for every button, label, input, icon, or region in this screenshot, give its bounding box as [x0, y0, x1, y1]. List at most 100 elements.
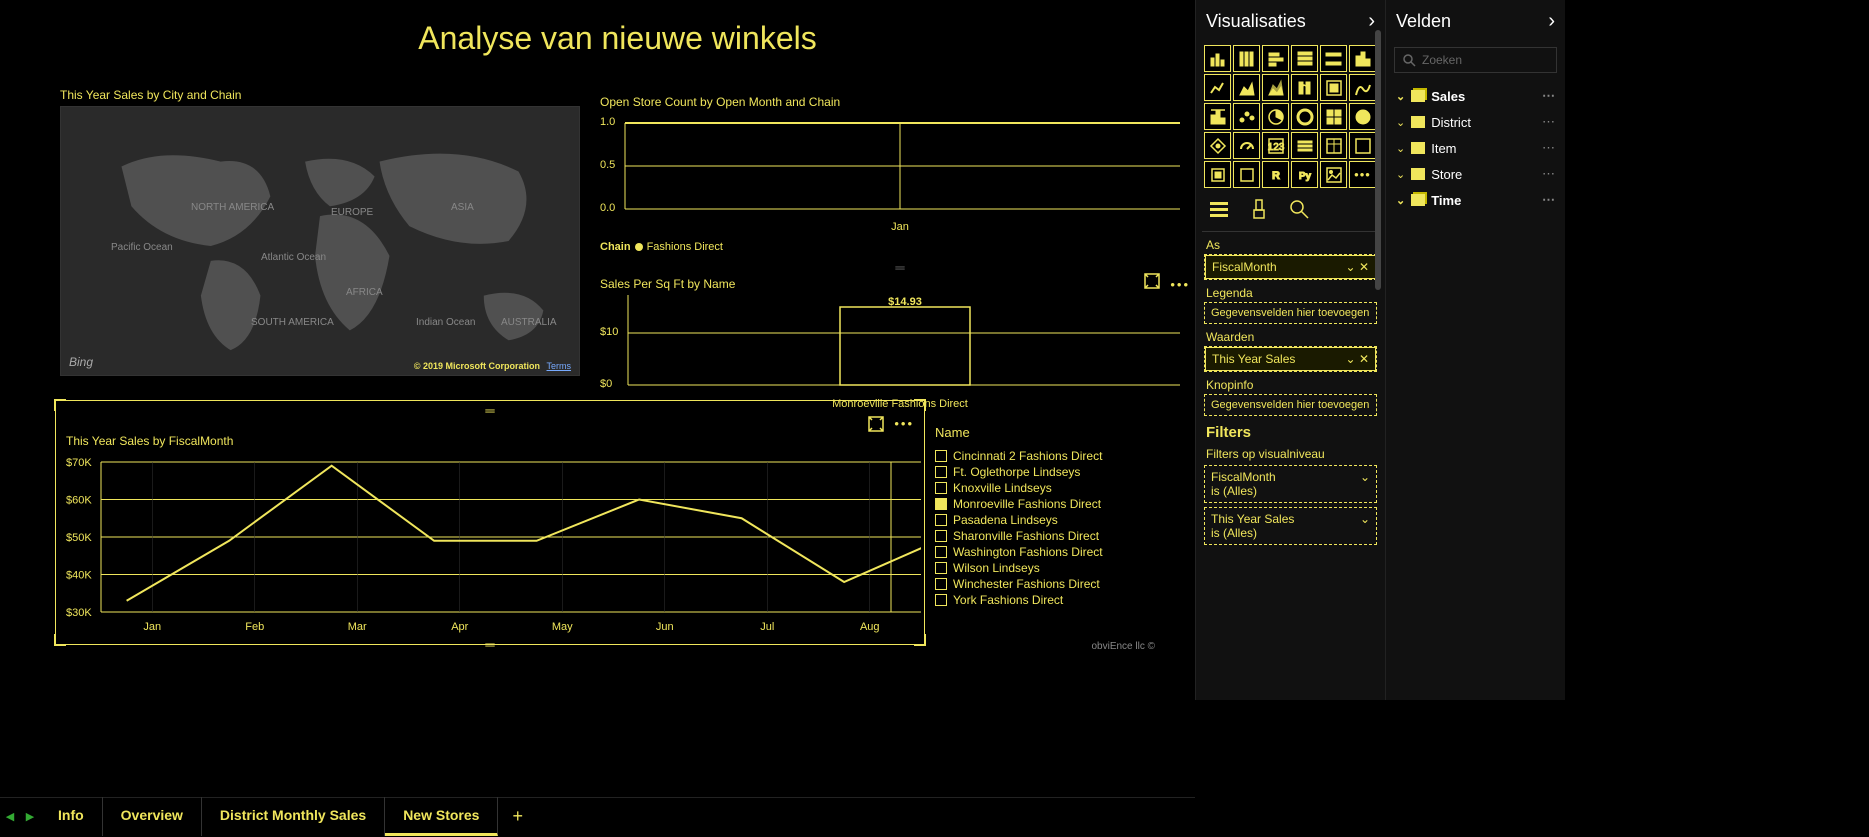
- chevron-down-icon[interactable]: ⌄: [1360, 512, 1370, 540]
- analytics-tab-icon[interactable]: [1288, 198, 1310, 223]
- drag-handle-icon[interactable]: ═: [56, 403, 924, 418]
- tab-prev-icon[interactable]: ◀: [0, 810, 20, 823]
- field-table[interactable]: ⌄Sales⋯: [1392, 83, 1559, 109]
- viz-type-icon[interactable]: [1262, 74, 1289, 101]
- page-tab[interactable]: Info: [40, 797, 103, 836]
- chevron-down-icon[interactable]: ⌄: [1346, 352, 1356, 366]
- checkbox-icon[interactable]: [935, 530, 947, 542]
- viz-type-icon[interactable]: [1320, 103, 1347, 130]
- add-page-button[interactable]: +: [498, 796, 537, 837]
- field-table[interactable]: ⌄Time⋯: [1392, 187, 1559, 213]
- more-options-icon[interactable]: ⋯: [1542, 114, 1555, 130]
- open-store-visual[interactable]: Open Store Count by Open Month and Chain…: [600, 95, 1200, 255]
- axis-well[interactable]: FiscalMonth ⌄ ✕: [1204, 254, 1377, 280]
- checkbox-icon[interactable]: [935, 546, 947, 558]
- drag-handle-icon[interactable]: ═: [600, 260, 1200, 275]
- collapse-icon[interactable]: ›: [1548, 10, 1555, 33]
- chevron-down-icon[interactable]: ⌄: [1360, 470, 1370, 498]
- viz-type-icon[interactable]: R: [1262, 161, 1289, 188]
- checkbox-icon[interactable]: [935, 466, 947, 478]
- viz-type-icon[interactable]: [1320, 45, 1347, 72]
- filter-card-fiscalmonth[interactable]: FiscalMonth is (Alles) ⌄: [1204, 465, 1377, 503]
- name-slicer[interactable]: Name ⌄ Cincinnati 2 Fashions DirectFt. O…: [935, 425, 1205, 608]
- viz-type-icon[interactable]: [1291, 74, 1318, 101]
- checkbox-icon[interactable]: [935, 578, 947, 590]
- chevron-down-icon[interactable]: ⌄: [1396, 90, 1405, 103]
- chevron-down-icon[interactable]: ⌄: [1396, 168, 1405, 181]
- slicer-item[interactable]: Monroeville Fashions Direct: [935, 496, 1205, 512]
- viz-type-icon[interactable]: [1233, 45, 1260, 72]
- filter-card-sales[interactable]: This Year Sales is (Alles) ⌄: [1204, 507, 1377, 545]
- values-field[interactable]: This Year Sales: [1212, 352, 1295, 366]
- values-well[interactable]: This Year Sales ⌄ ✕: [1204, 346, 1377, 372]
- checkbox-icon[interactable]: [935, 482, 947, 494]
- viz-type-icon[interactable]: [1204, 161, 1231, 188]
- chevron-down-icon[interactable]: ⌄: [1396, 116, 1405, 129]
- viz-type-icon[interactable]: [1233, 103, 1260, 130]
- slicer-item[interactable]: York Fashions Direct: [935, 592, 1205, 608]
- fiscal-visual[interactable]: ═ ••• This Year Sales by FiscalMonth $70…: [55, 400, 925, 645]
- map-visual[interactable]: This Year Sales by City and Chain NORTH …: [60, 88, 580, 378]
- viz-type-icon[interactable]: [1204, 74, 1231, 101]
- sales-sqft-visual[interactable]: ═ ••• Sales Per Sq Ft by Name $10 $0 $14…: [600, 260, 1200, 410]
- viz-type-icon[interactable]: [1204, 103, 1231, 130]
- more-options-icon[interactable]: ⋯: [1542, 88, 1555, 104]
- checkbox-icon[interactable]: [935, 594, 947, 606]
- checkbox-icon[interactable]: [935, 562, 947, 574]
- axis-field[interactable]: FiscalMonth: [1212, 260, 1277, 274]
- viz-type-icon[interactable]: [1291, 45, 1318, 72]
- focus-mode-icon[interactable]: [1144, 273, 1160, 292]
- chevron-down-icon[interactable]: ⌄: [1396, 142, 1405, 155]
- checkbox-icon[interactable]: [935, 498, 947, 510]
- fields-tab-icon[interactable]: [1208, 198, 1230, 223]
- checkbox-icon[interactable]: [935, 450, 947, 462]
- more-options-icon[interactable]: •••: [894, 416, 914, 431]
- chevron-down-icon[interactable]: ⌄: [1396, 194, 1405, 207]
- resize-handle-icon[interactable]: ═: [485, 637, 494, 652]
- viz-type-icon[interactable]: [1204, 45, 1231, 72]
- page-tab[interactable]: Overview: [103, 797, 202, 836]
- legend-well[interactable]: Gegevensvelden hier toevoegen: [1204, 302, 1377, 324]
- viz-type-icon[interactable]: [1320, 74, 1347, 101]
- viz-type-icon[interactable]: [1349, 74, 1376, 101]
- viz-type-icon[interactable]: [1291, 132, 1318, 159]
- scrollbar-thumb[interactable]: [1375, 30, 1381, 290]
- map-terms-link[interactable]: Terms: [547, 361, 572, 371]
- viz-type-icon[interactable]: [1262, 103, 1289, 130]
- tooltip-well[interactable]: Gegevensvelden hier toevoegen: [1204, 394, 1377, 416]
- focus-mode-icon[interactable]: [868, 416, 884, 435]
- field-table[interactable]: ⌄Item⋯: [1392, 135, 1559, 161]
- viz-type-icon[interactable]: Py: [1291, 161, 1318, 188]
- collapse-icon[interactable]: ›: [1368, 10, 1375, 33]
- viz-type-icon[interactable]: 123: [1262, 132, 1289, 159]
- viz-type-icon[interactable]: [1262, 45, 1289, 72]
- more-options-icon[interactable]: ⋯: [1542, 192, 1555, 208]
- viz-type-icon[interactable]: [1204, 132, 1231, 159]
- viz-type-icon[interactable]: [1349, 132, 1376, 159]
- tab-next-icon[interactable]: ▶: [20, 810, 40, 823]
- slicer-item[interactable]: Pasadena Lindseys: [935, 512, 1205, 528]
- chevron-down-icon[interactable]: ⌄: [1346, 260, 1356, 274]
- slicer-item[interactable]: Washington Fashions Direct: [935, 544, 1205, 560]
- more-options-icon[interactable]: •••: [1170, 277, 1190, 292]
- map-area[interactable]: NORTH AMERICAEUROPEASIAPacific OceanAtla…: [60, 106, 580, 376]
- more-viz-icon[interactable]: •••: [1349, 161, 1376, 188]
- page-tab[interactable]: New Stores: [385, 797, 498, 836]
- slicer-item[interactable]: Ft. Oglethorpe Lindseys: [935, 464, 1205, 480]
- field-table[interactable]: ⌄Store⋯: [1392, 161, 1559, 187]
- slicer-item[interactable]: Sharonville Fashions Direct: [935, 528, 1205, 544]
- fields-search-input[interactable]: Zoeken: [1394, 47, 1557, 73]
- slicer-item[interactable]: Winchester Fashions Direct: [935, 576, 1205, 592]
- viz-type-icon[interactable]: [1233, 161, 1260, 188]
- more-options-icon[interactable]: ⋯: [1542, 166, 1555, 182]
- viz-type-icon[interactable]: [1233, 74, 1260, 101]
- field-table[interactable]: ⌄District⋯: [1392, 109, 1559, 135]
- slicer-item[interactable]: Cincinnati 2 Fashions Direct: [935, 448, 1205, 464]
- viz-type-icon[interactable]: [1320, 132, 1347, 159]
- viz-type-icon[interactable]: [1320, 161, 1347, 188]
- viz-type-icon[interactable]: [1349, 45, 1376, 72]
- remove-field-icon[interactable]: ✕: [1359, 352, 1369, 366]
- more-options-icon[interactable]: ⋯: [1542, 140, 1555, 156]
- viz-type-icon[interactable]: [1291, 103, 1318, 130]
- checkbox-icon[interactable]: [935, 514, 947, 526]
